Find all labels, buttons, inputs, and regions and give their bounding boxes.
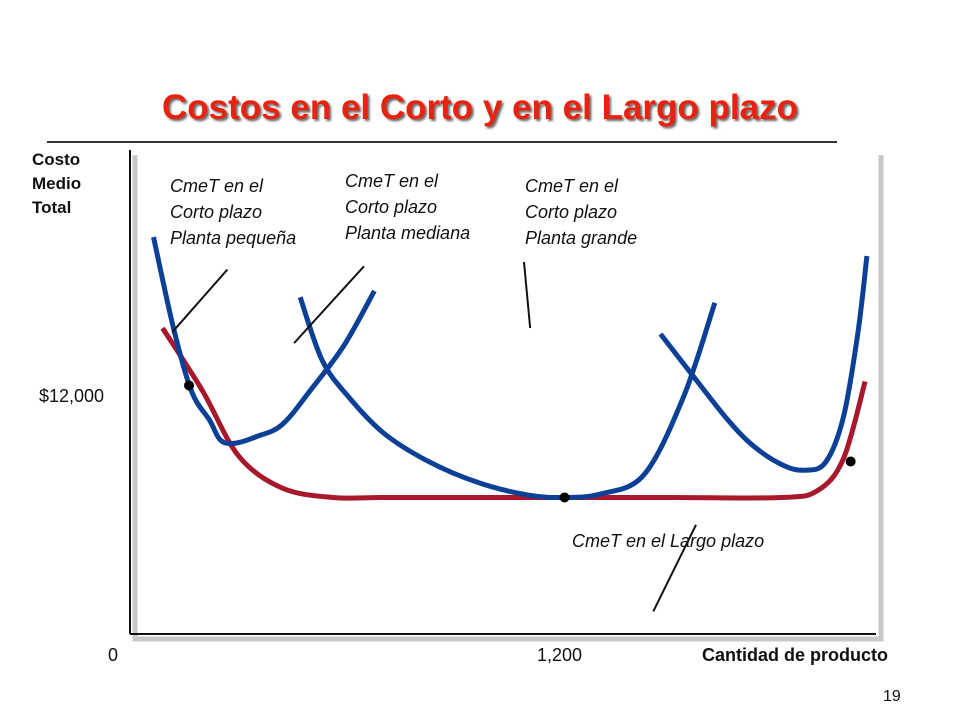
short-run-atc-small-plant (151, 236, 377, 447)
annotation-medium-plant: CmeT en el Corto plazo Planta mediana (345, 171, 471, 243)
y-tick-label-12000: $12,000 (39, 386, 105, 406)
long-run-atc-curve (160, 326, 868, 501)
tangency-point-1 (559, 492, 570, 503)
annotation-leaders (171, 261, 697, 612)
annotation-leader-line-1 (293, 265, 365, 344)
page-number: 19 (883, 688, 901, 705)
annotation-long-run: CmeT en el Largo plazo (572, 531, 765, 551)
short-run-atc-medium-plant (297, 296, 718, 501)
x-tick-label-1200: 1,200 (537, 645, 583, 665)
tangency-point-2 (845, 456, 856, 467)
axes (129, 150, 884, 642)
annotation-leader-line-0 (171, 268, 229, 333)
annotation-leader-line-2 (523, 261, 532, 329)
x-axis-label: Cantidad de producto (702, 645, 888, 665)
short-run-atc-large-plant (658, 255, 870, 473)
annotation-small-plant: CmeT en el Corto plazo Planta pequeña (170, 176, 297, 248)
annotation-leader-line-3 (652, 524, 697, 612)
tangency-point-0 (184, 380, 195, 391)
annotation-large-plant: CmeT en el Corto plazo Planta grande (525, 176, 638, 248)
x-origin-label: 0 (108, 645, 119, 665)
curves (151, 236, 870, 501)
y-axis-label: Costo Medio Total (32, 150, 82, 217)
axes-shadow (132, 155, 884, 642)
title-underline (47, 141, 837, 143)
slide-title: Costos en el Corto y en el Largo plazo (162, 88, 798, 127)
tangency-points (184, 380, 856, 503)
